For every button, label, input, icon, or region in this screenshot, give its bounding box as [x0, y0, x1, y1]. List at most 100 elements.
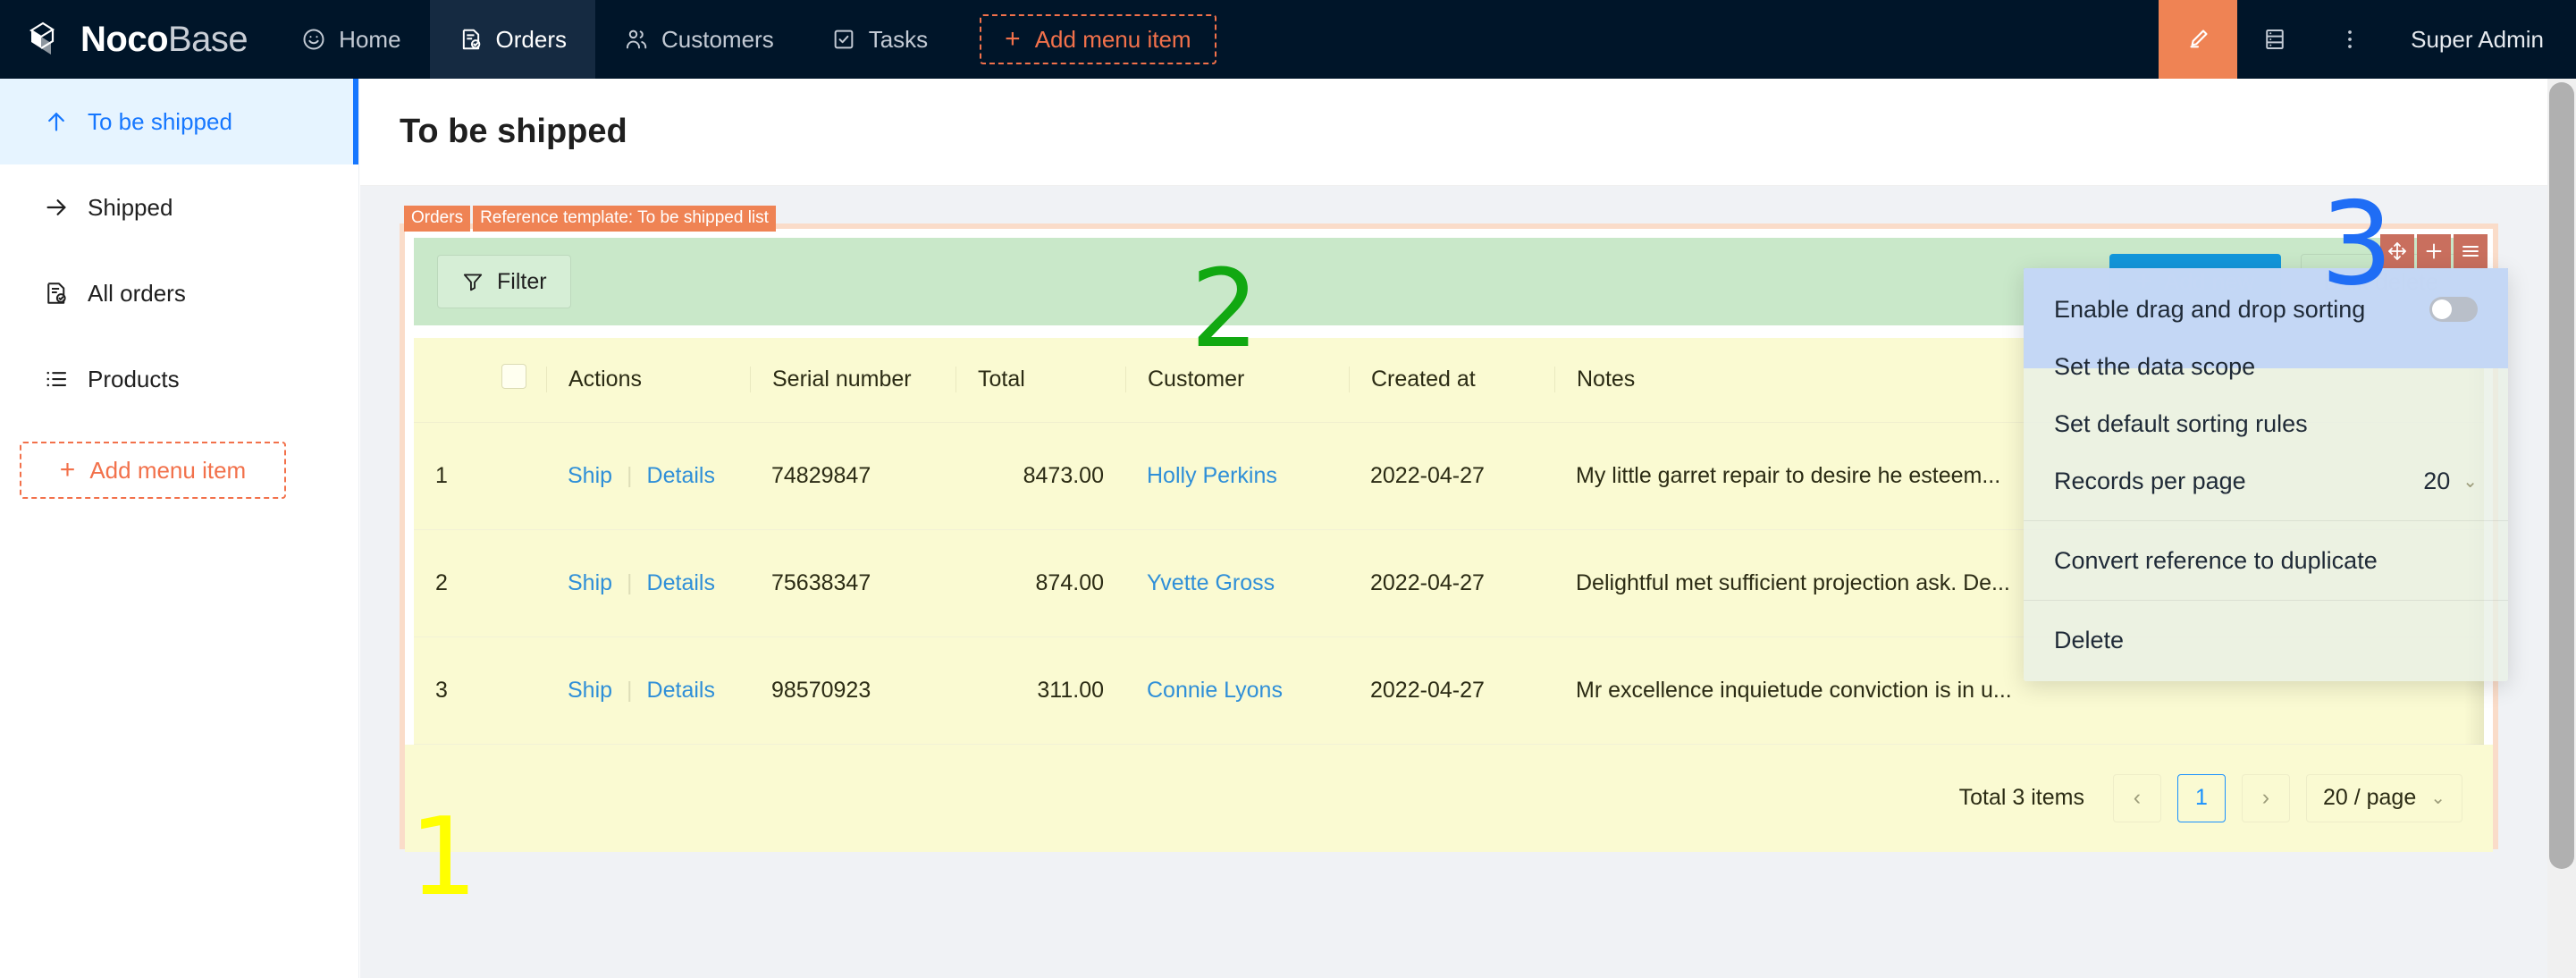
customer-link[interactable]: Holly Perkins — [1147, 462, 1277, 488]
pagination-next-button[interactable]: › — [2241, 773, 2290, 822]
menu-item-enable-drag-and-drop-sorting[interactable]: Enable drag and drop sorting — [2024, 281, 2508, 338]
table-pagination: Total 3 items ‹ 1 › 20 / page ⌄ — [405, 744, 2493, 852]
user-menu[interactable]: Super Admin — [2411, 25, 2544, 53]
plus-icon: + — [1005, 24, 1021, 54]
filter-button-label: Filter — [497, 268, 547, 294]
database-button[interactable] — [2237, 0, 2312, 79]
header-serial-number: Serial number — [750, 338, 955, 423]
header-total: Total — [955, 338, 1125, 423]
cell-created-at: 2022-04-27 — [1349, 422, 1554, 530]
menu-item-records-per-page[interactable]: Records per page 20 ⌄ — [2024, 452, 2508, 510]
menu-item-set-the-data-scope-label: Set the data scope — [2054, 352, 2256, 380]
menu-item-controls — [2429, 297, 2478, 322]
menu-item-set-default-sorting-rules-label: Set default sorting rules — [2054, 409, 2308, 437]
cell-created-at: 2022-04-27 — [1349, 529, 1554, 637]
nav-item-customers[interactable]: Customers — [595, 0, 803, 79]
nocobase-logo-icon — [23, 18, 66, 61]
menu-item-set-the-data-scope[interactable]: Set the data scope — [2024, 338, 2508, 395]
add-menu-item-top-button[interactable]: + Add menu item — [980, 14, 1216, 64]
sidebar-item-products-label: Products — [88, 365, 180, 392]
block-designer-tag[interactable]: Orders Reference template: To be shipped… — [404, 206, 776, 232]
order-doc-icon — [43, 280, 70, 307]
ship-link[interactable]: Ship — [568, 677, 613, 703]
menu-item-set-default-sorting-rules[interactable]: Set default sorting rules — [2024, 395, 2508, 452]
sidebar-add-menu-item-button[interactable]: + Add menu item — [20, 442, 286, 499]
plus-icon: + — [59, 455, 76, 485]
brand-logo-area[interactable]: NocoBase — [0, 0, 273, 79]
drag-sorting-toggle[interactable] — [2429, 297, 2478, 322]
header-select-all[interactable] — [480, 338, 546, 423]
top-header: NocoBase Home — [0, 0, 2576, 79]
plus-icon — [2423, 240, 2445, 262]
header-serial-number-label: Serial number — [750, 367, 955, 393]
sidebar-item-to-be-shipped[interactable]: To be shipped — [0, 79, 358, 164]
sidebar-item-all-orders-label: All orders — [88, 279, 186, 307]
block-tag-template: Reference template: To be shipped list — [473, 206, 776, 232]
nav-item-tasks[interactable]: Tasks — [803, 0, 956, 79]
ship-link[interactable]: Ship — [568, 569, 613, 595]
row-actions: Ship | Details — [546, 422, 750, 530]
checkbox-square-icon — [831, 27, 856, 52]
records-per-page-value: 20 — [2423, 467, 2451, 494]
cell-serial-number: 98570923 — [750, 637, 955, 745]
sidebar-add-menu-item-label: Add menu item — [89, 456, 247, 484]
block-settings-button[interactable] — [2454, 234, 2488, 268]
pagination-prev-button[interactable]: ‹ — [2112, 773, 2161, 822]
chevron-down-icon[interactable]: ⌄ — [2462, 471, 2478, 492]
ship-link[interactable]: Ship — [568, 462, 613, 488]
filter-button[interactable]: Filter — [437, 255, 571, 308]
filter-icon — [461, 270, 484, 293]
orders-table-grid: Actions Serial number Total Customer Cre… — [414, 338, 2484, 745]
details-link[interactable]: Details — [646, 569, 715, 595]
page-header: To be shipped — [360, 79, 2576, 186]
page-scrollbar-thumb[interactable] — [2549, 82, 2574, 869]
details-link[interactable]: Details — [646, 462, 715, 488]
nav-item-home-label: Home — [339, 25, 401, 53]
row-index: 1 — [414, 422, 480, 530]
action-separator: | — [627, 677, 633, 703]
row-select[interactable] — [480, 529, 546, 637]
brand-title: NocoBase — [80, 21, 248, 57]
arrow-up-icon — [43, 108, 70, 135]
sidebar-item-shipped[interactable]: Shipped — [0, 164, 358, 250]
top-header-actions: Super Admin — [2159, 0, 2576, 79]
page-title: To be shipped — [400, 113, 627, 150]
sidebar-item-products[interactable]: Products — [0, 336, 358, 422]
pagination-page-1[interactable]: 1 — [2176, 773, 2226, 822]
nav-item-orders[interactable]: Orders — [429, 0, 595, 79]
pagination-page-size-select[interactable]: 20 / page ⌄ — [2305, 773, 2462, 822]
menu-item-delete[interactable]: Delete — [2024, 611, 2508, 669]
chevron-down-icon: ⌄ — [2430, 788, 2446, 808]
cell-total: 8473.00 — [955, 422, 1125, 530]
pagination-total: Total 3 items — [1958, 785, 2084, 810]
orders-table-head: Actions Serial number Total Customer Cre… — [414, 338, 2484, 423]
header-customer: Customer — [1125, 338, 1349, 423]
sidebar: To be shipped Shipped All orders — [0, 79, 359, 978]
nav-item-home[interactable]: Home — [273, 0, 429, 79]
cell-customer: Connie Lyons — [1125, 637, 1349, 745]
customer-link[interactable]: Connie Lyons — [1147, 677, 1283, 703]
drag-move-icon-button[interactable] — [2380, 234, 2414, 268]
customer-link[interactable]: Yvette Gross — [1147, 569, 1275, 595]
header-total-label: Total — [955, 367, 1125, 393]
menu-item-delete-label: Delete — [2054, 626, 2125, 653]
details-link[interactable]: Details — [646, 677, 715, 703]
row-select[interactable] — [480, 637, 546, 745]
header-actions-label: Actions — [546, 367, 750, 393]
more-options-button[interactable] — [2312, 0, 2387, 79]
nav-item-customers-label: Customers — [661, 25, 774, 53]
cell-created-at: 2022-04-27 — [1349, 637, 1554, 745]
add-block-button[interactable] — [2417, 234, 2451, 268]
cell-total: 311.00 — [955, 637, 1125, 745]
list-icon — [43, 366, 70, 392]
sidebar-item-all-orders[interactable]: All orders — [0, 250, 358, 336]
select-all-checkbox[interactable] — [501, 364, 526, 390]
menu-item-convert-reference-to-duplicate[interactable]: Convert reference to duplicate — [2024, 532, 2508, 589]
ui-editor-toggle-button[interactable] — [2159, 0, 2238, 79]
sidebar-item-to-be-shipped-label: To be shipped — [88, 107, 232, 135]
pagination-page-size-label: 20 / page — [2322, 785, 2417, 810]
cell-serial-number: 74829847 — [750, 422, 955, 530]
more-vertical-icon — [2336, 26, 2363, 53]
action-separator: | — [627, 569, 633, 595]
row-select[interactable] — [480, 422, 546, 530]
